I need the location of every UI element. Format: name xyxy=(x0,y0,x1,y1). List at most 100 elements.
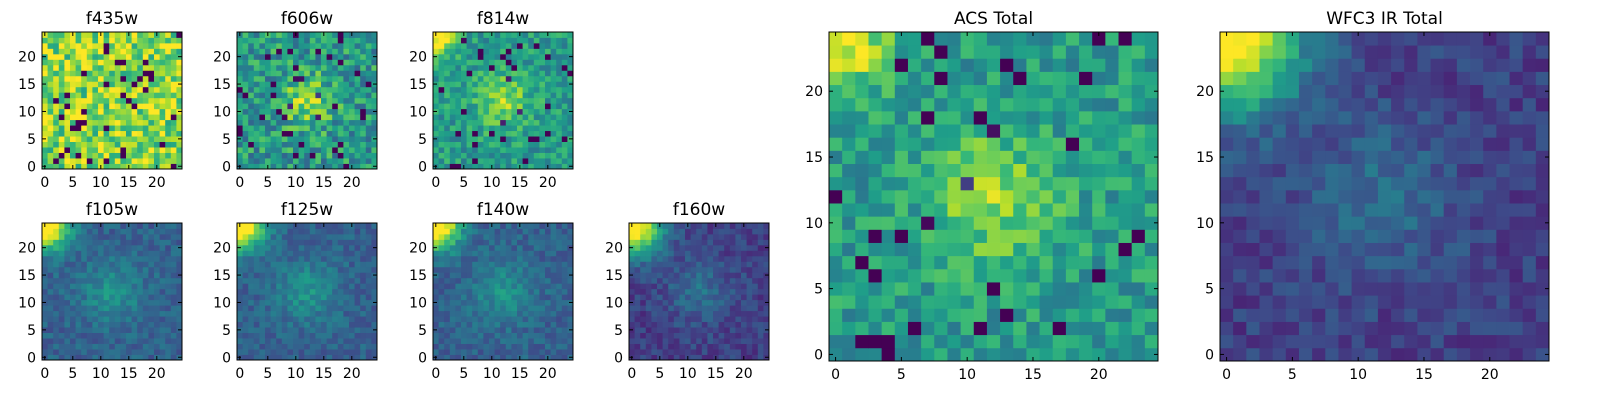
heatmap-cell xyxy=(1118,203,1133,217)
heatmap-cell xyxy=(371,125,378,132)
heatmap-cell xyxy=(103,53,110,60)
heatmap-cell xyxy=(500,163,507,170)
heatmap-cell xyxy=(477,250,484,257)
heatmap-cell xyxy=(500,299,507,306)
heatmap-cell xyxy=(668,272,675,279)
heatmap-cell xyxy=(253,75,260,82)
heatmap-cell xyxy=(455,338,462,344)
heatmap-cell xyxy=(461,261,467,268)
heatmap-cell xyxy=(109,327,116,333)
heatmap-cell xyxy=(645,305,652,312)
heatmap-cell xyxy=(120,158,127,164)
heatmap-cell xyxy=(533,114,540,121)
heatmap-cell xyxy=(522,299,529,306)
heatmap-cell xyxy=(651,305,658,312)
heatmap-cell xyxy=(567,321,574,328)
heatmap-cell xyxy=(70,283,76,290)
heatmap-cell xyxy=(248,81,255,88)
heatmap-cell xyxy=(511,354,518,361)
heatmap-cell xyxy=(894,268,909,283)
heatmap-cell xyxy=(483,70,490,77)
heatmap-cell xyxy=(304,59,311,66)
heatmap-cell xyxy=(752,223,759,229)
heatmap-cell xyxy=(270,114,277,121)
heatmap-cell xyxy=(528,266,535,273)
heatmap-cell xyxy=(455,42,462,49)
heatmap-cell xyxy=(298,321,305,328)
heatmap-cell xyxy=(349,255,355,262)
heatmap-cell xyxy=(522,86,529,93)
heatmap-cell xyxy=(58,288,65,295)
heatmap-cell xyxy=(986,203,1001,217)
heatmap-cell xyxy=(466,48,473,55)
heatmap-cell xyxy=(466,250,473,257)
axes-frame xyxy=(432,222,574,361)
heatmap-cell xyxy=(154,158,160,164)
heatmap-cell xyxy=(1000,203,1014,217)
heatmap-cell xyxy=(461,59,467,66)
heatmap-cell xyxy=(556,277,563,284)
heatmap-cell xyxy=(53,103,60,110)
heatmap-cell xyxy=(960,321,975,336)
heatmap-cell xyxy=(735,321,742,328)
heatmap-cell xyxy=(86,42,93,49)
heatmap-cell xyxy=(109,255,116,262)
heatmap-cell xyxy=(142,114,149,121)
heatmap-cell xyxy=(109,321,116,328)
heatmap-cell xyxy=(539,42,546,49)
heatmap-cell xyxy=(64,349,71,355)
heatmap-cell xyxy=(326,266,333,273)
heatmap-cell xyxy=(505,42,512,49)
heatmap-cell xyxy=(690,321,697,328)
heatmap-cell xyxy=(349,75,355,82)
heatmap-cell xyxy=(539,288,546,295)
heatmap-cell xyxy=(746,255,753,262)
heatmap-cell xyxy=(1013,242,1027,257)
heatmap-cell xyxy=(337,343,344,350)
heatmap-cell xyxy=(242,244,249,251)
heatmap-cell xyxy=(533,86,540,93)
heatmap-cell xyxy=(868,163,883,178)
heatmap-cell xyxy=(337,141,344,148)
heatmap-cell xyxy=(259,305,266,312)
y-tick-label: 5 xyxy=(27,132,36,148)
heatmap-cell xyxy=(477,310,484,317)
heatmap-cell xyxy=(298,48,305,55)
heatmap-cell xyxy=(729,343,736,350)
heatmap-cell xyxy=(315,354,322,361)
heatmap-cell xyxy=(315,108,322,115)
heatmap-cell xyxy=(444,239,451,246)
heatmap-cell xyxy=(701,294,708,301)
heatmap-cell xyxy=(533,332,540,339)
heatmap-cell xyxy=(276,327,283,333)
heatmap-cell xyxy=(483,75,490,82)
heatmap-cell xyxy=(752,354,759,361)
heatmap-cell xyxy=(511,114,518,121)
heatmap-cell xyxy=(724,316,731,323)
heatmap-cell xyxy=(114,97,121,104)
heatmap-cell xyxy=(522,64,529,71)
heatmap-cell xyxy=(679,354,686,361)
heatmap-cell xyxy=(921,334,935,349)
heatmap-cell xyxy=(53,299,60,306)
heatmap-cell xyxy=(237,125,243,132)
heatmap-cell xyxy=(142,48,149,55)
heatmap-cell xyxy=(517,349,523,355)
heatmap-cell xyxy=(365,152,372,159)
heatmap-cell xyxy=(114,299,121,306)
heatmap-cell xyxy=(248,163,255,170)
heatmap-cell xyxy=(165,283,172,290)
heatmap-cell xyxy=(505,97,512,104)
heatmap-cell xyxy=(528,53,535,60)
heatmap-cell xyxy=(165,103,172,110)
heatmap-cell xyxy=(349,103,355,110)
heatmap-cell xyxy=(343,108,350,115)
heatmap-cell xyxy=(265,152,271,159)
heatmap-cell xyxy=(114,108,121,115)
x-tick-label: 10 xyxy=(679,366,697,382)
heatmap-cell xyxy=(64,64,71,71)
heatmap-cell xyxy=(517,81,523,88)
heatmap-cell xyxy=(326,141,333,148)
heatmap-cell xyxy=(466,299,473,306)
